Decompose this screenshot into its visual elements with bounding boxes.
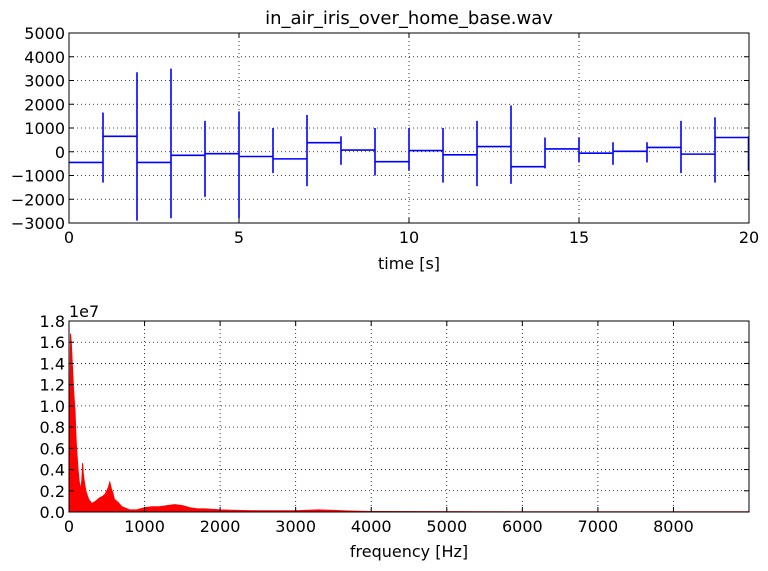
- y-tick-label: 0.8: [40, 418, 65, 437]
- y-tick-label: 1000: [24, 119, 65, 138]
- x-tick-label: 20: [739, 228, 759, 247]
- y-tick-label: 0.6: [40, 439, 65, 458]
- waveform-ticks: 0 5 10 15 20 −3000 −2000 −1000 0 1000 2000 3000 4000…: [11, 24, 759, 247]
- x-tick-label: 15: [569, 228, 589, 247]
- y-tick-label: 1.6: [40, 333, 65, 352]
- x-tick-label: 0: [64, 228, 74, 247]
- x-tick-label: 5000: [426, 517, 467, 536]
- waveform-plot-area: [69, 68, 750, 221]
- waveform-chart: in_air_iris_over_home_base.wav 0 5 10 15 20 −…: [11, 8, 759, 273]
- y-tick-label: 1.4: [40, 354, 65, 373]
- x-tick-label: 4000: [351, 517, 392, 536]
- y-tick-label: −3000: [11, 214, 65, 233]
- y-tick-label: 1.2: [40, 376, 65, 395]
- y-tick-label: 1.8: [40, 312, 65, 331]
- y-tick-label: 4000: [24, 48, 65, 67]
- y-tick-label: 0.2: [40, 482, 65, 501]
- x-tick-label: 3000: [275, 517, 316, 536]
- y-tick-label: 0.4: [40, 461, 65, 480]
- x-tick-label: 7000: [578, 517, 619, 536]
- waveform-x-axis-label: time [s]: [378, 254, 440, 273]
- y-tick-label: 2000: [24, 95, 65, 114]
- spectrum-plot-area: [68, 333, 750, 513]
- spectrum-offset-label: 1e7: [69, 302, 99, 321]
- y-tick-label: 3000: [24, 72, 65, 91]
- x-tick-label: 0: [64, 517, 74, 536]
- y-tick-label: 0.0: [40, 503, 65, 522]
- x-tick-label: 6000: [502, 517, 543, 536]
- waveform-chart-title: in_air_iris_over_home_base.wav: [265, 8, 553, 29]
- x-tick-label: 10: [399, 228, 419, 247]
- spectrum-area: [68, 333, 750, 513]
- y-tick-label: −1000: [11, 167, 65, 186]
- y-tick-label: 1.0: [40, 397, 65, 416]
- y-tick-label: −2000: [11, 190, 65, 209]
- spectrum-axes-frame: [68, 320, 750, 513]
- spectrum-ticks: 0 1000 2000 3000 4000 5000 6000 7000 8000 0.0 0.2 0…: [40, 312, 749, 536]
- x-tick-label: 2000: [200, 517, 241, 536]
- y-tick-label: 5000: [24, 24, 65, 43]
- y-tick-label: 0: [55, 143, 65, 162]
- spectrum-x-axis-label: frequency [Hz]: [350, 542, 468, 561]
- spectrum-chart: 0 1000 2000 3000 4000 5000 6000 7000 8000 0.0 0.2 0…: [40, 302, 750, 561]
- x-tick-label: 8000: [653, 517, 694, 536]
- x-tick-label: 1000: [124, 517, 165, 536]
- x-tick-label: 5: [234, 228, 244, 247]
